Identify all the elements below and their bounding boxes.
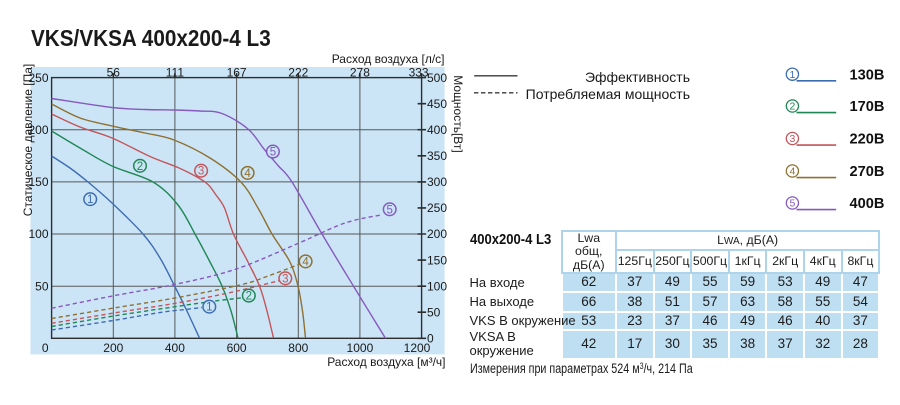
svg-text:2: 2 <box>246 291 252 303</box>
svg-text:200: 200 <box>103 341 123 355</box>
svg-text:200: 200 <box>28 123 48 137</box>
svg-text:0: 0 <box>42 341 49 355</box>
svg-text:5: 5 <box>270 147 276 159</box>
svg-text:100: 100 <box>427 279 447 293</box>
svg-text:3: 3 <box>198 166 204 178</box>
svg-text:130В: 130В <box>850 67 885 83</box>
svg-text:250: 250 <box>427 201 447 215</box>
svg-text:3: 3 <box>282 273 288 285</box>
svg-text:270В: 270В <box>850 164 885 180</box>
svg-text:4: 4 <box>789 166 795 178</box>
svg-text:400: 400 <box>427 123 447 137</box>
svg-text:150: 150 <box>427 253 447 267</box>
svg-text:350: 350 <box>427 149 447 163</box>
svg-text:Статическое давление [Па]: Статическое давление [Па] <box>21 64 35 216</box>
svg-text:400: 400 <box>165 341 185 355</box>
svg-text:5: 5 <box>386 204 392 216</box>
svg-text:167: 167 <box>227 65 247 79</box>
svg-text:300: 300 <box>427 175 447 189</box>
svg-text:Расход воздуха [л/с]: Расход воздуха [л/с] <box>332 52 445 66</box>
svg-text:4: 4 <box>302 256 309 268</box>
svg-text:2: 2 <box>789 101 795 113</box>
svg-text:450: 450 <box>427 97 447 111</box>
svg-text:220В: 220В <box>850 132 885 148</box>
svg-text:278: 278 <box>350 65 370 79</box>
svg-text:50: 50 <box>35 279 49 293</box>
svg-text:170В: 170В <box>850 99 885 115</box>
svg-text:1200: 1200 <box>404 341 431 355</box>
svg-text:1: 1 <box>789 69 795 81</box>
svg-text:1000: 1000 <box>347 341 374 355</box>
svg-text:150: 150 <box>28 175 48 189</box>
svg-text:56: 56 <box>107 65 121 79</box>
svg-text:100: 100 <box>28 227 48 241</box>
svg-text:Расход воздуха [м³/ч]: Расход воздуха [м³/ч] <box>327 355 445 369</box>
svg-text:500: 500 <box>427 71 447 85</box>
svg-text:4: 4 <box>244 168 251 180</box>
svg-text:200: 200 <box>427 227 447 241</box>
svg-text:Мощность[Вт]: Мощность[Вт] <box>451 75 465 153</box>
svg-text:333: 333 <box>409 65 429 79</box>
svg-text:1: 1 <box>206 302 212 314</box>
svg-text:1: 1 <box>87 194 93 206</box>
svg-text:50: 50 <box>427 305 441 319</box>
svg-text:600: 600 <box>227 341 247 355</box>
svg-text:250: 250 <box>28 71 48 85</box>
svg-text:3: 3 <box>789 133 795 145</box>
svg-text:5: 5 <box>789 198 795 210</box>
svg-text:222: 222 <box>288 65 308 79</box>
svg-text:2: 2 <box>137 161 143 173</box>
svg-text:800: 800 <box>288 341 308 355</box>
svg-text:400В: 400В <box>850 196 885 212</box>
svg-text:0: 0 <box>427 332 434 346</box>
svg-text:111: 111 <box>166 65 185 79</box>
